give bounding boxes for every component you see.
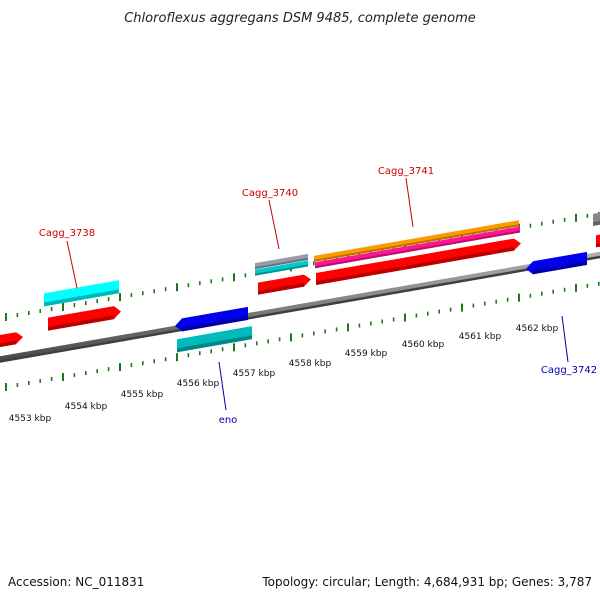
leader-line bbox=[66, 240, 78, 289]
gene-feature[interactable] bbox=[44, 280, 119, 307]
ruler-label: 4562 kbp bbox=[516, 324, 559, 334]
ruler-label: 4554 kbp bbox=[65, 402, 108, 412]
gene-feature[interactable] bbox=[255, 260, 308, 276]
gene-label[interactable]: Cagg_3740 bbox=[242, 188, 298, 199]
ruler-label: 4561 kbp bbox=[459, 332, 502, 342]
ruler-label: 4558 kbp bbox=[289, 359, 332, 369]
leader-line bbox=[218, 361, 227, 411]
gene-feature[interactable] bbox=[177, 326, 252, 353]
ruler-label: 4553 kbp bbox=[9, 414, 52, 424]
gene-feature-shade bbox=[44, 289, 119, 307]
gene-features bbox=[0, 212, 600, 353]
gene-feature[interactable] bbox=[258, 274, 311, 295]
leader-line bbox=[561, 315, 569, 363]
gene-feature-shade bbox=[255, 264, 308, 276]
gene-feature-shade bbox=[596, 243, 600, 248]
gene-feature-shade bbox=[0, 340, 16, 347]
gene-feature[interactable] bbox=[175, 306, 248, 332]
gene-feature-shade bbox=[316, 246, 514, 286]
gene-feature-shade bbox=[533, 260, 587, 275]
gene-label[interactable]: Cagg_3741 bbox=[378, 166, 434, 177]
gene-feature-body[interactable] bbox=[175, 306, 248, 332]
gene-feature-shade bbox=[314, 224, 519, 262]
leader-line bbox=[268, 199, 280, 250]
gene-feature[interactable] bbox=[593, 212, 600, 226]
gene-feature-shade bbox=[593, 221, 600, 226]
gene-label[interactable]: Cagg_3738 bbox=[39, 228, 95, 239]
gene-feature-shade bbox=[48, 315, 114, 331]
ruler-label: 4555 kbp bbox=[121, 390, 164, 400]
gene-feature[interactable] bbox=[314, 220, 519, 262]
gene-feature[interactable] bbox=[0, 332, 23, 348]
gene-feature[interactable] bbox=[596, 234, 600, 248]
gene-feature[interactable] bbox=[315, 226, 520, 269]
gene-label[interactable]: Cagg_3742 bbox=[541, 365, 597, 376]
ruler-label: 4556 kbp bbox=[177, 379, 220, 389]
gene-labels: Cagg_3738 Cagg_3740 Cagg_3741 eno Cagg_3… bbox=[39, 166, 597, 426]
gene-feature-shade bbox=[255, 257, 308, 270]
leader-line bbox=[405, 177, 414, 228]
gene-feature-shade bbox=[177, 335, 252, 353]
genome-summary: Topology: circular; Length: 4,684,931 bp… bbox=[261, 575, 592, 589]
accession-label: Accession: NC_011831 bbox=[8, 575, 144, 589]
gene-label[interactable]: eno bbox=[219, 415, 238, 426]
gene-feature-shade bbox=[258, 283, 304, 295]
genome-backbone bbox=[0, 251, 600, 361]
label-leaders bbox=[66, 177, 569, 411]
map-title: Chloroflexus aggregans DSM 9485, complet… bbox=[124, 11, 476, 26]
gene-feature[interactable] bbox=[48, 306, 121, 331]
ruler-label: 4559 kbp bbox=[345, 349, 388, 359]
ruler-label: 4557 kbp bbox=[233, 369, 276, 379]
gene-feature[interactable] bbox=[316, 238, 521, 286]
gene-feature[interactable] bbox=[255, 253, 308, 270]
gene-feature[interactable] bbox=[526, 251, 587, 275]
gene-feature-shade bbox=[182, 315, 248, 332]
ruler-label: 4560 kbp bbox=[402, 340, 445, 350]
gene-feature-body[interactable] bbox=[526, 251, 587, 275]
gene-feature-shade bbox=[315, 230, 520, 269]
ruler-labels: 4553 kbp 4554 kbp 4555 kbp 4556 kbp 4557… bbox=[9, 324, 559, 424]
